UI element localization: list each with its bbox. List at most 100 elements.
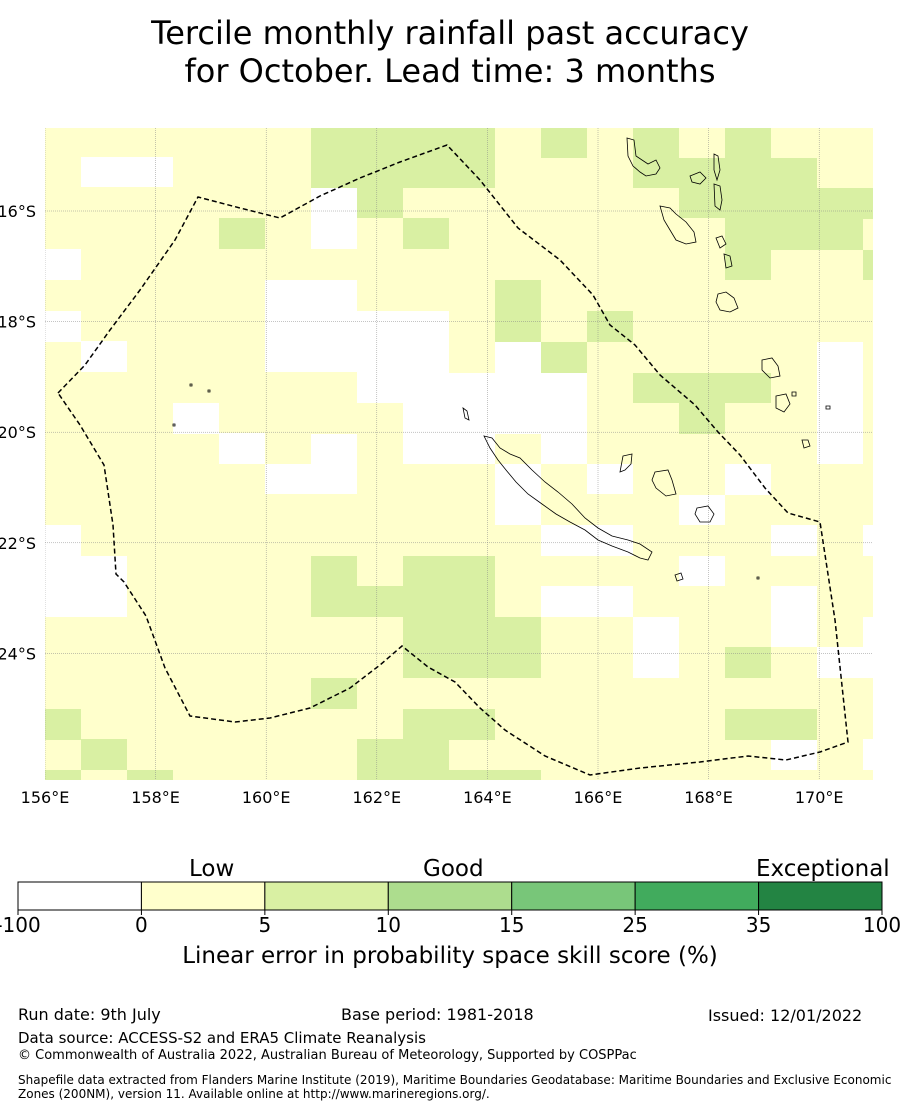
skill-cell	[45, 525, 81, 556]
island-aneityum	[801, 439, 811, 449]
shapefile-credit: Shapefile data extracted from Flanders M…	[18, 1073, 892, 1101]
skill-cell	[679, 556, 725, 586]
chart-title: Tercile monthly rainfall past accuracy f…	[0, 14, 900, 90]
colorbar-title: Linear error in probability space skill …	[182, 943, 718, 969]
skill-cell	[771, 525, 817, 556]
colorbar-tick-label: 35	[746, 913, 771, 937]
skill-cell	[45, 311, 81, 342]
lon-tick-label: 158°E	[131, 788, 180, 807]
skill-cell	[863, 250, 873, 280]
colorbar-tick-label: 0	[135, 913, 148, 937]
skill-cell	[311, 556, 357, 617]
skill-cell	[219, 433, 265, 464]
lon-tick-label: 162°E	[352, 788, 401, 807]
map-gridlines	[45, 128, 873, 780]
skill-cell	[817, 342, 863, 464]
island-ambae	[689, 171, 707, 185]
island-chesterfield-2	[207, 389, 211, 393]
skill-cell	[45, 556, 127, 617]
skill-cell	[725, 250, 771, 280]
skill-cell	[679, 495, 725, 525]
lon-tick-label: 170°E	[795, 788, 844, 807]
skill-cell	[403, 373, 587, 434]
island-espiritu-santo	[626, 137, 661, 177]
lon-tick-label: 156°E	[21, 788, 70, 807]
skill-cell	[817, 219, 863, 250]
skill-cell	[495, 464, 541, 525]
skill-cell	[495, 617, 541, 678]
skill-cell	[725, 709, 817, 740]
skill-cell	[495, 342, 541, 373]
skill-cell	[863, 739, 873, 770]
colorbar-tick-label: -100	[0, 913, 41, 937]
colorbar-label-exceptional: Exceptional	[756, 856, 890, 882]
skill-cell	[817, 188, 873, 219]
run-date: Run date: 9th July	[18, 1005, 161, 1024]
skill-cell	[265, 280, 357, 311]
skill-cell	[541, 128, 587, 158]
skill-cell	[357, 586, 403, 617]
island-epi	[715, 235, 727, 249]
colorbar-tick-label: 25	[622, 913, 647, 937]
skill-cell	[633, 373, 771, 403]
skill-cell	[541, 586, 633, 617]
colorbar-label-low: Low	[189, 856, 235, 882]
skill-cell	[311, 678, 357, 709]
skill-cell	[403, 434, 495, 464]
skill-cell	[265, 464, 357, 494]
island-ile-des-pins	[674, 572, 684, 582]
skill-cell	[863, 525, 873, 556]
issued-date: Issued: 12/01/2022	[708, 1006, 863, 1025]
skill-cell	[771, 586, 817, 647]
skill-cell	[45, 709, 81, 740]
skill-cell	[403, 218, 449, 249]
copyright: © Commonwealth of Australia 2022, Austra…	[18, 1048, 637, 1063]
skill-cell	[725, 464, 771, 495]
skill-cell	[541, 525, 587, 556]
lon-tick-label: 164°E	[463, 788, 512, 807]
island-pentecost	[713, 153, 721, 182]
island-maewo	[713, 183, 723, 211]
lat-tick-label: 22°S	[0, 534, 36, 553]
skill-cell	[265, 341, 357, 372]
skill-cell	[265, 311, 449, 342]
island-aniwa	[825, 405, 831, 410]
skill-cell	[81, 341, 127, 372]
skill-cell	[587, 464, 633, 494]
colorbar-segment	[511, 881, 636, 911]
island-new-caledonia	[483, 435, 653, 561]
skill-cell	[633, 617, 679, 678]
skill-cell	[725, 647, 771, 678]
skill-cell	[311, 434, 357, 464]
latitude-tick-labels: 16°S 18°S 20°S 22°S 24°S	[0, 202, 36, 663]
skill-cell	[81, 157, 173, 187]
lon-tick-label: 168°E	[684, 788, 733, 807]
skill-cell	[679, 158, 725, 218]
skill-cell	[311, 128, 449, 188]
skill-cell	[633, 128, 679, 188]
colorbar-tick-label: 10	[376, 913, 401, 937]
skill-cell	[771, 158, 817, 250]
skill-cells	[45, 128, 873, 780]
skill-cell	[81, 739, 127, 770]
colorbar-tick-label: 100	[863, 913, 900, 937]
island-reefs	[172, 423, 176, 427]
skill-cell	[173, 403, 219, 434]
island-outlines	[172, 137, 831, 582]
eez-boundary	[57, 144, 849, 776]
skill-cell	[45, 770, 81, 780]
island-walpole	[756, 576, 760, 580]
colorbar: -100 0 5 10 15 25 35 100	[0, 881, 900, 937]
island-tanna	[775, 393, 791, 413]
colorbar-tick-label: 5	[258, 913, 271, 937]
colorbar-segment	[140, 881, 266, 911]
title-line-1: Tercile monthly rainfall past accuracy	[151, 14, 749, 52]
colorbar-label-good: Good	[423, 856, 484, 882]
skill-cell	[725, 128, 771, 250]
lat-tick-label: 24°S	[0, 644, 36, 663]
skill-cell	[357, 188, 403, 218]
island-futuna	[791, 391, 797, 397]
skill-cell	[449, 770, 541, 780]
skill-cell	[127, 770, 173, 780]
skill-cell	[403, 709, 495, 740]
